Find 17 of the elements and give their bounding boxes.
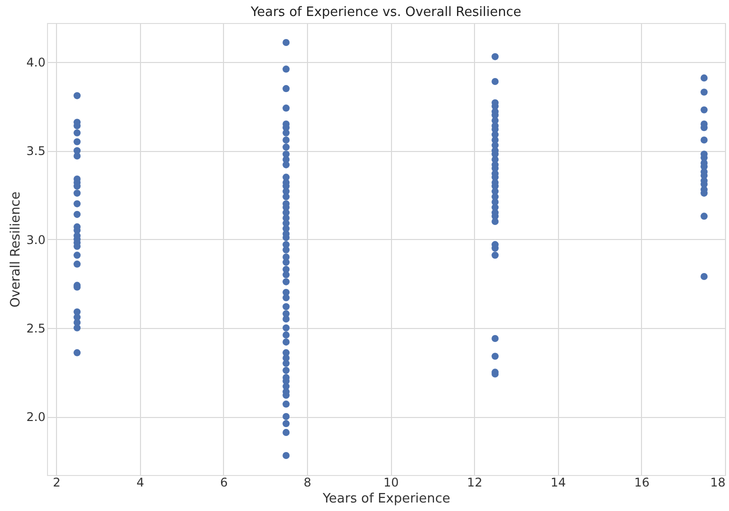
y-tick-label: 2.0 — [26, 410, 46, 424]
x-tick-label: 10 — [383, 476, 399, 490]
x-tick-label: 2 — [52, 476, 61, 490]
y-axis-title: Overall Resilience — [8, 191, 24, 308]
x-tick-label: 8 — [304, 476, 312, 490]
x-tick-label: 18 — [710, 476, 726, 490]
chart-title: Years of Experience vs. Overall Resilience — [250, 5, 522, 20]
y-tick-label: 4.0 — [26, 55, 46, 70]
x-tick-label: 14 — [550, 476, 566, 490]
y-tick-label: 3.5 — [26, 144, 46, 158]
y-tick-label: 3.0 — [26, 232, 46, 247]
x-tick-label: 6 — [220, 476, 228, 490]
x-tick-label: 12 — [467, 476, 482, 490]
x-tick-label: 4 — [136, 476, 144, 490]
x-tick-label: 16 — [634, 476, 650, 490]
y-tick-label: 2.5 — [26, 321, 46, 336]
x-axis-title: Years of Experience — [322, 492, 450, 506]
